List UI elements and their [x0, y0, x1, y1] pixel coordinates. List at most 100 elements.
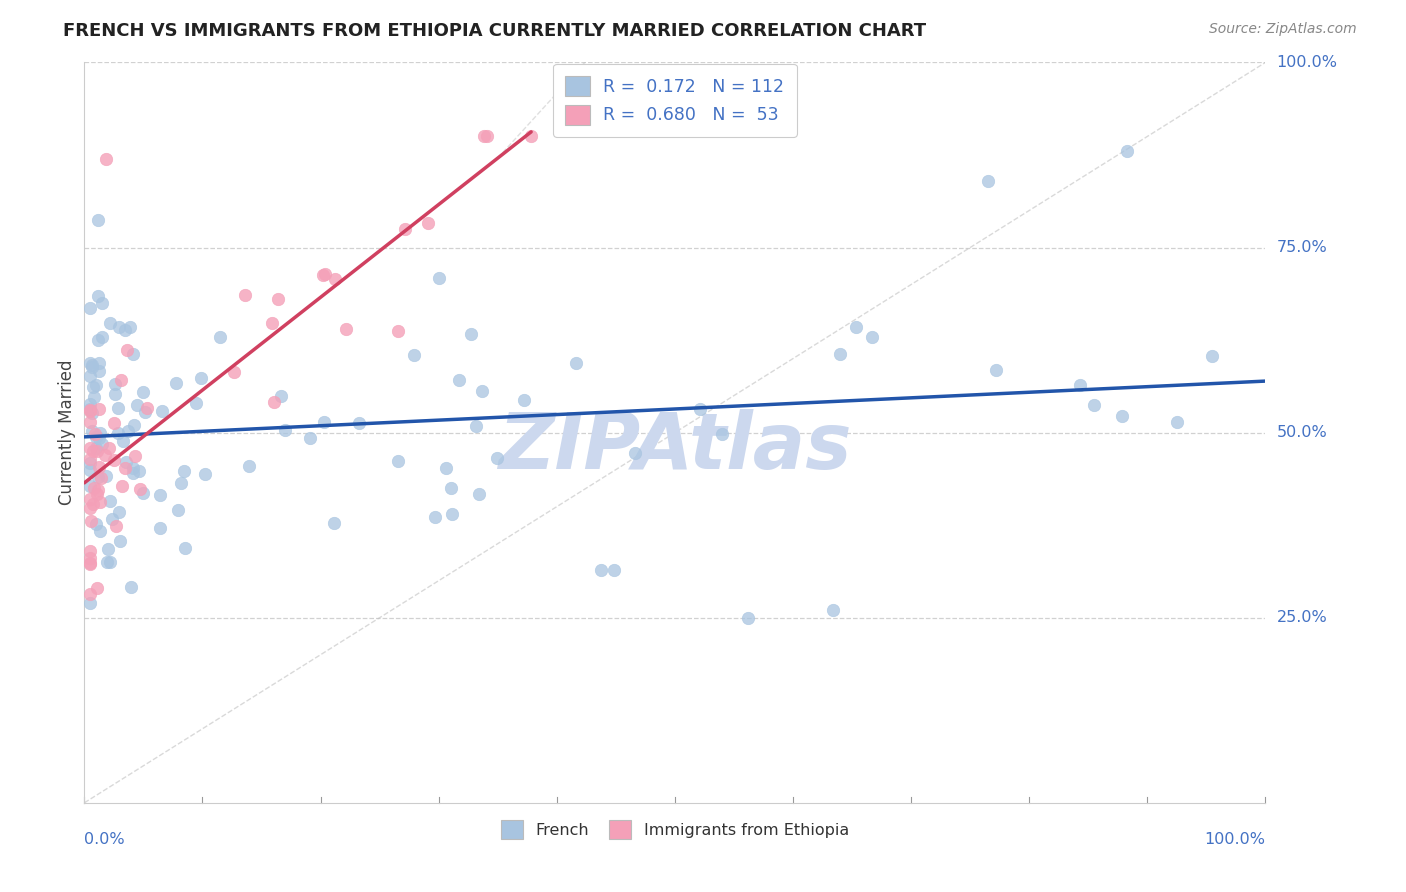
Text: 50.0%: 50.0%: [1277, 425, 1327, 440]
Point: [83, 481, 105, 495]
Point: [79, 558, 101, 572]
Point: [79, 397, 101, 411]
Y-axis label: Currently Married: Currently Married: [58, 359, 76, 506]
Point: [194, 467, 217, 481]
Point: [79, 301, 101, 315]
Point: [149, 488, 172, 502]
Point: [84, 430, 107, 444]
Text: 100.0%: 100.0%: [1205, 832, 1265, 847]
Point: [79, 551, 101, 566]
Text: 25.0%: 25.0%: [1277, 610, 1327, 625]
Point: [135, 401, 157, 416]
Point: [475, 129, 498, 144]
Text: 75.0%: 75.0%: [1277, 240, 1327, 255]
Point: [468, 486, 491, 500]
Point: [423, 510, 446, 524]
Point: [120, 580, 142, 594]
Point: [86, 470, 108, 484]
Point: [349, 416, 371, 430]
Point: [115, 454, 138, 468]
Point: [89, 425, 111, 440]
Point: [103, 453, 125, 467]
Point: [90, 471, 112, 485]
Point: [402, 347, 425, 361]
Point: [418, 216, 440, 230]
Point: [1166, 415, 1188, 429]
Point: [84, 377, 107, 392]
Point: [79, 356, 101, 370]
Point: [821, 603, 844, 617]
Point: [87, 289, 110, 303]
Point: [128, 464, 150, 478]
Point: [174, 541, 197, 555]
Point: [134, 404, 156, 418]
Point: [124, 450, 146, 464]
Text: FRENCH VS IMMIGRANTS FROM ETHIOPIA CURRENTLY MARRIED CORRELATION CHART: FRENCH VS IMMIGRANTS FROM ETHIOPIA CURRE…: [63, 22, 927, 40]
Point: [434, 461, 457, 475]
Text: ZIPAtlas: ZIPAtlas: [498, 409, 852, 485]
Point: [91, 437, 114, 451]
Point: [173, 464, 195, 478]
Point: [86, 444, 108, 458]
Point: [105, 518, 128, 533]
Point: [79, 456, 101, 470]
Point: [108, 534, 131, 549]
Point: [131, 486, 153, 500]
Point: [233, 287, 256, 301]
Point: [89, 524, 111, 538]
Point: [80, 406, 103, 420]
Point: [89, 364, 111, 378]
Point: [984, 362, 1007, 376]
Point: [117, 424, 139, 438]
Point: [79, 402, 101, 417]
Point: [118, 319, 141, 334]
Point: [84, 427, 107, 442]
Point: [79, 415, 101, 429]
Point: [79, 479, 101, 493]
Point: [427, 271, 450, 285]
Point: [111, 479, 134, 493]
Point: [263, 395, 285, 409]
Point: [314, 267, 336, 281]
Point: [449, 373, 471, 387]
Point: [830, 347, 852, 361]
Point: [114, 461, 136, 475]
Point: [260, 316, 283, 330]
Point: [387, 324, 409, 338]
Point: [1069, 378, 1091, 392]
Point: [87, 402, 110, 417]
Point: [737, 610, 759, 624]
Point: [104, 387, 127, 401]
Point: [589, 563, 612, 577]
Point: [186, 396, 208, 410]
Point: [149, 521, 172, 535]
Point: [128, 482, 150, 496]
Point: [87, 333, 110, 347]
Point: [98, 494, 121, 508]
Point: [267, 292, 290, 306]
Point: [513, 392, 536, 407]
Point: [103, 416, 125, 430]
Point: [79, 544, 101, 558]
Point: [208, 330, 231, 344]
Point: [79, 500, 101, 515]
Point: [689, 401, 711, 416]
Point: [165, 376, 187, 390]
Point: [79, 596, 101, 610]
Point: [270, 389, 292, 403]
Point: [82, 425, 104, 439]
Point: [107, 425, 129, 440]
Legend: French, Immigrants from Ethiopia: French, Immigrants from Ethiopia: [492, 813, 858, 847]
Point: [79, 491, 101, 506]
Point: [79, 556, 101, 570]
Point: [1111, 409, 1133, 423]
Point: [387, 454, 409, 468]
Point: [312, 268, 335, 282]
Point: [82, 380, 104, 394]
Point: [89, 459, 111, 474]
Point: [94, 469, 117, 483]
Point: [335, 322, 357, 336]
Point: [79, 587, 101, 601]
Point: [238, 458, 260, 473]
Text: 0.0%: 0.0%: [84, 832, 125, 847]
